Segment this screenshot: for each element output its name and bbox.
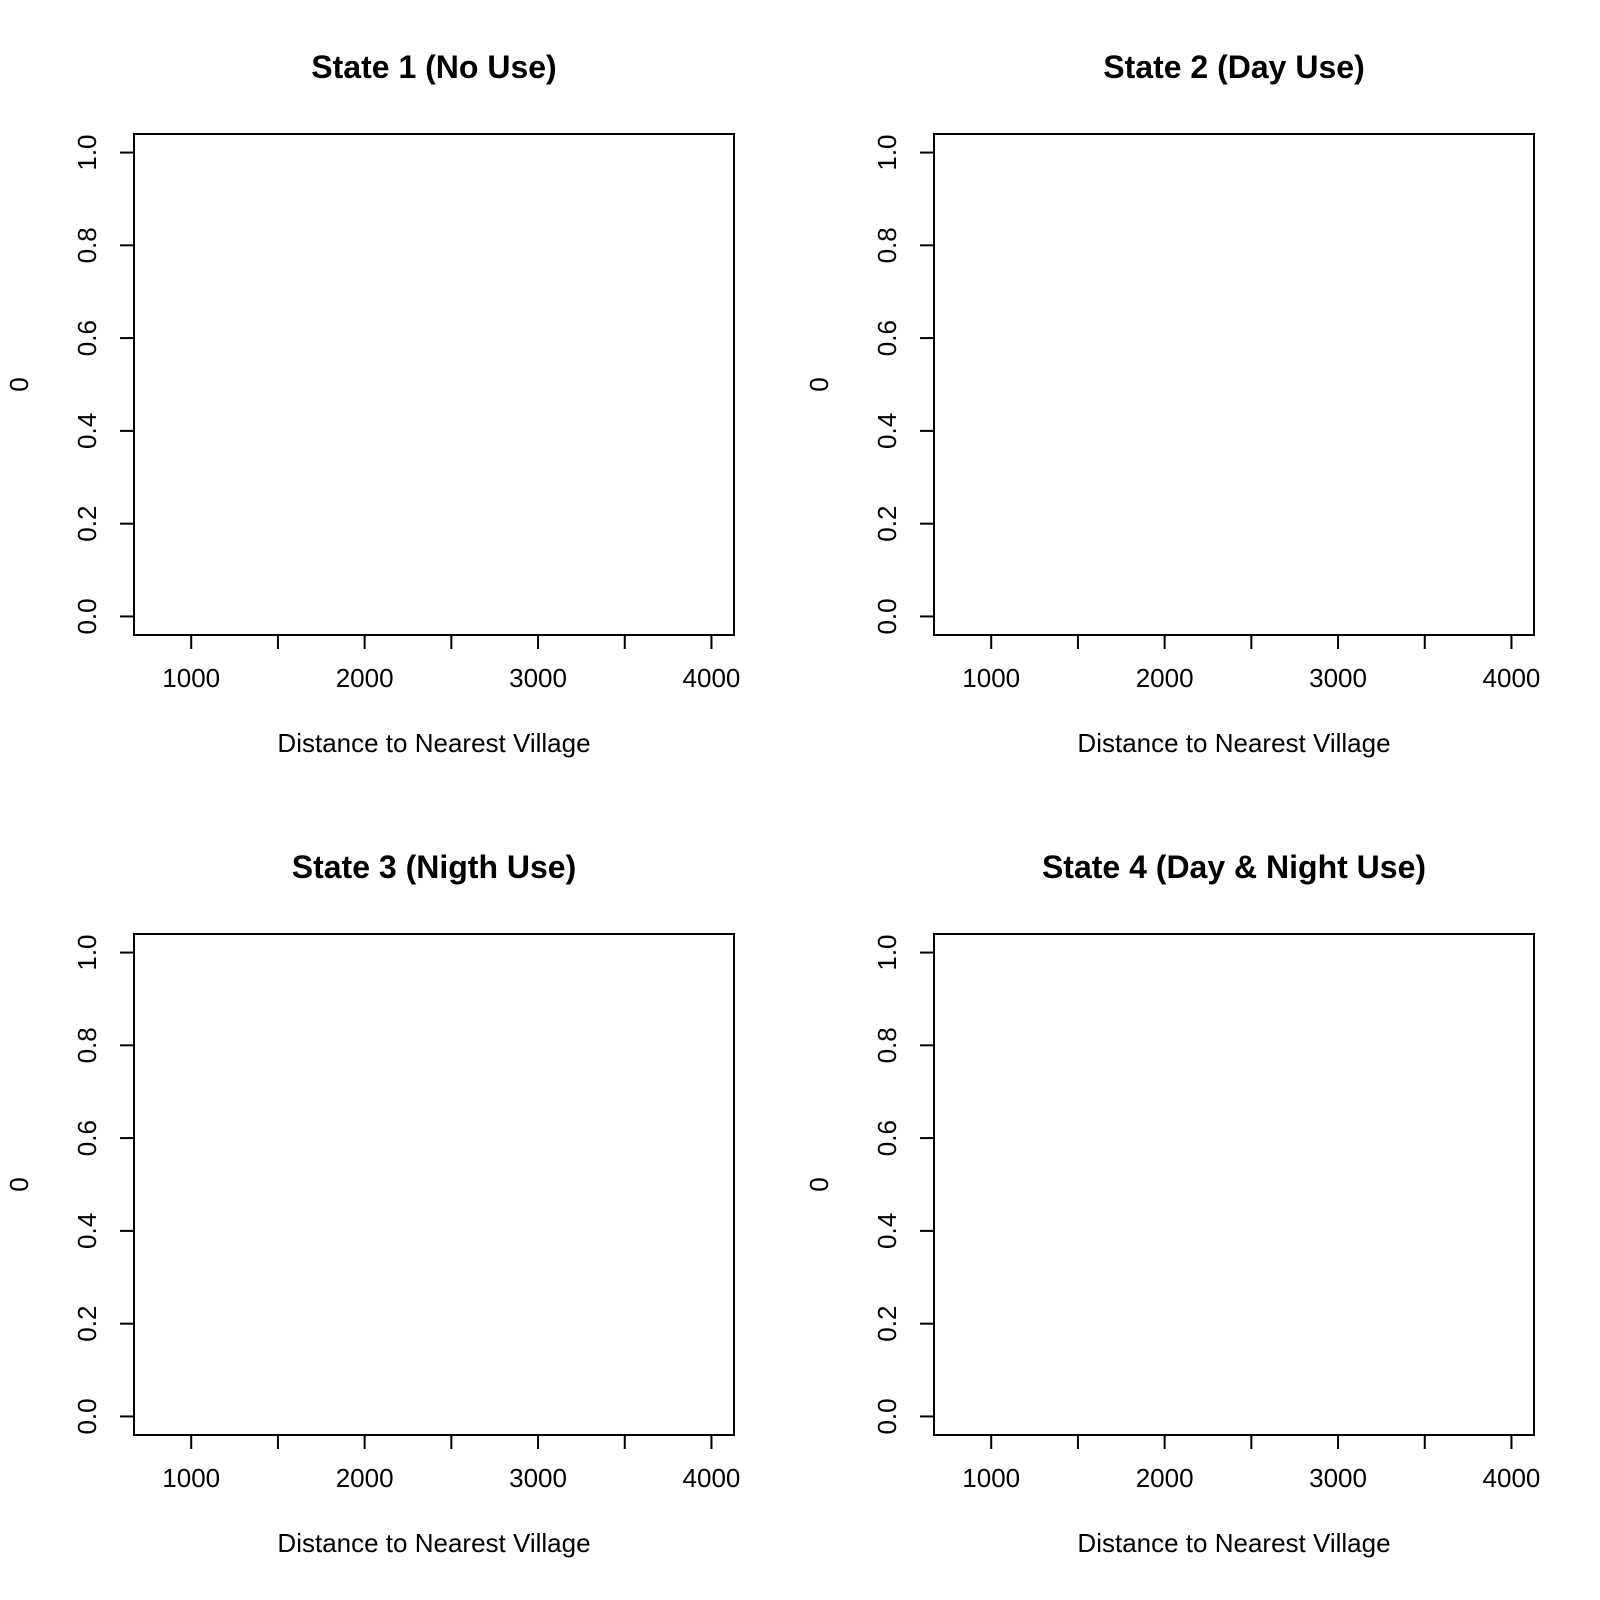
y-tick-label: 0.6 (72, 1120, 102, 1156)
x-tick-label: 3000 (1309, 663, 1367, 693)
x-axis-label: Distance to Nearest Village (1077, 728, 1390, 758)
chart-title: State 3 (Nigth Use) (292, 849, 576, 885)
x-tick-label: 2000 (336, 663, 394, 693)
plot-svg: State 1 (No Use) 1000 2000 3000 4000 0.0 0.2 0.… (4, 49, 741, 758)
x-tick-label: 1000 (962, 663, 1020, 693)
y-tick-label: 0.0 (872, 598, 902, 634)
chart-title: State 1 (No Use) (311, 49, 556, 85)
x-tick-label: 1000 (162, 1463, 220, 1493)
y-tick-label: 1.0 (872, 934, 902, 970)
y-tick-label: 0.2 (72, 506, 102, 542)
x-tick-label: 3000 (509, 663, 567, 693)
plot-svg: State 3 (Nigth Use) 1000 2000 3000 4000 0.0 0.… (4, 849, 741, 1558)
y-tick-label: 0.4 (872, 1213, 902, 1249)
y-tick-label: 1.0 (72, 134, 102, 170)
y-tick-label: 0.2 (72, 1306, 102, 1342)
panel-state-2: State 2 (Day Use) 1000 2000 3000 4000 0.0 0.2 0… (800, 0, 1600, 800)
x-tick-label: 4000 (683, 663, 741, 693)
plot-svg: State 4 (Day & Night Use) 1000 2000 3000 400… (804, 849, 1541, 1558)
y-tick-label: 1.0 (72, 934, 102, 970)
x-tick-label: 1000 (162, 663, 220, 693)
plot-frame (133, 933, 735, 1436)
y-axis-label: 0 (4, 377, 34, 391)
panel-state-1: State 1 (No Use) 1000 2000 3000 4000 0.0 0.2 0.… (0, 0, 800, 800)
x-tick-label: 4000 (1483, 663, 1541, 693)
x-tick-label: 3000 (1309, 1463, 1367, 1493)
x-tick-label: 2000 (1136, 663, 1194, 693)
y-tick-label: 0.2 (872, 506, 902, 542)
x-axis-label: Distance to Nearest Village (277, 728, 590, 758)
y-axis-label: 0 (4, 1177, 34, 1191)
y-tick-label: 0.8 (72, 1027, 102, 1063)
y-tick-label: 0.0 (72, 598, 102, 634)
chart-title: State 2 (Day Use) (1103, 49, 1364, 85)
x-tick-label: 3000 (509, 1463, 567, 1493)
y-tick-label: 0.6 (872, 320, 902, 356)
x-tick-label: 4000 (683, 1463, 741, 1493)
y-tick-label: 0.4 (872, 413, 902, 449)
y-tick-label: 0.8 (72, 227, 102, 263)
x-tick-label: 4000 (1483, 1463, 1541, 1493)
x-axis-label: Distance to Nearest Village (277, 1528, 590, 1558)
y-tick-label: 1.0 (872, 134, 902, 170)
y-tick-label: 0.6 (72, 320, 102, 356)
plot-frame (933, 133, 1535, 636)
x-tick-label: 1000 (962, 1463, 1020, 1493)
y-tick-label: 0.8 (872, 1027, 902, 1063)
y-tick-label: 0.2 (872, 1306, 902, 1342)
x-tick-label: 2000 (1136, 1463, 1194, 1493)
panel-state-4: State 4 (Day & Night Use) 1000 2000 3000 400… (800, 800, 1600, 1600)
chart-title: State 4 (Day & Night Use) (1042, 849, 1426, 885)
plot-svg: State 2 (Day Use) 1000 2000 3000 4000 0.0 0.2 0… (804, 49, 1541, 758)
plot-frame (933, 933, 1535, 1436)
y-axis-label: 0 (804, 1177, 834, 1191)
y-tick-label: 0.0 (72, 1398, 102, 1434)
y-tick-label: 0.4 (72, 1213, 102, 1249)
x-tick-label: 2000 (336, 1463, 394, 1493)
y-tick-label: 0.6 (872, 1120, 902, 1156)
y-tick-label: 0.8 (872, 227, 902, 263)
y-tick-label: 0.0 (872, 1398, 902, 1434)
y-tick-label: 0.4 (72, 413, 102, 449)
y-axis-label: 0 (804, 377, 834, 391)
plot-frame (133, 133, 735, 636)
panel-state-3: State 3 (Nigth Use) 1000 2000 3000 4000 0.0 0.… (0, 800, 800, 1600)
x-axis-label: Distance to Nearest Village (1077, 1528, 1390, 1558)
